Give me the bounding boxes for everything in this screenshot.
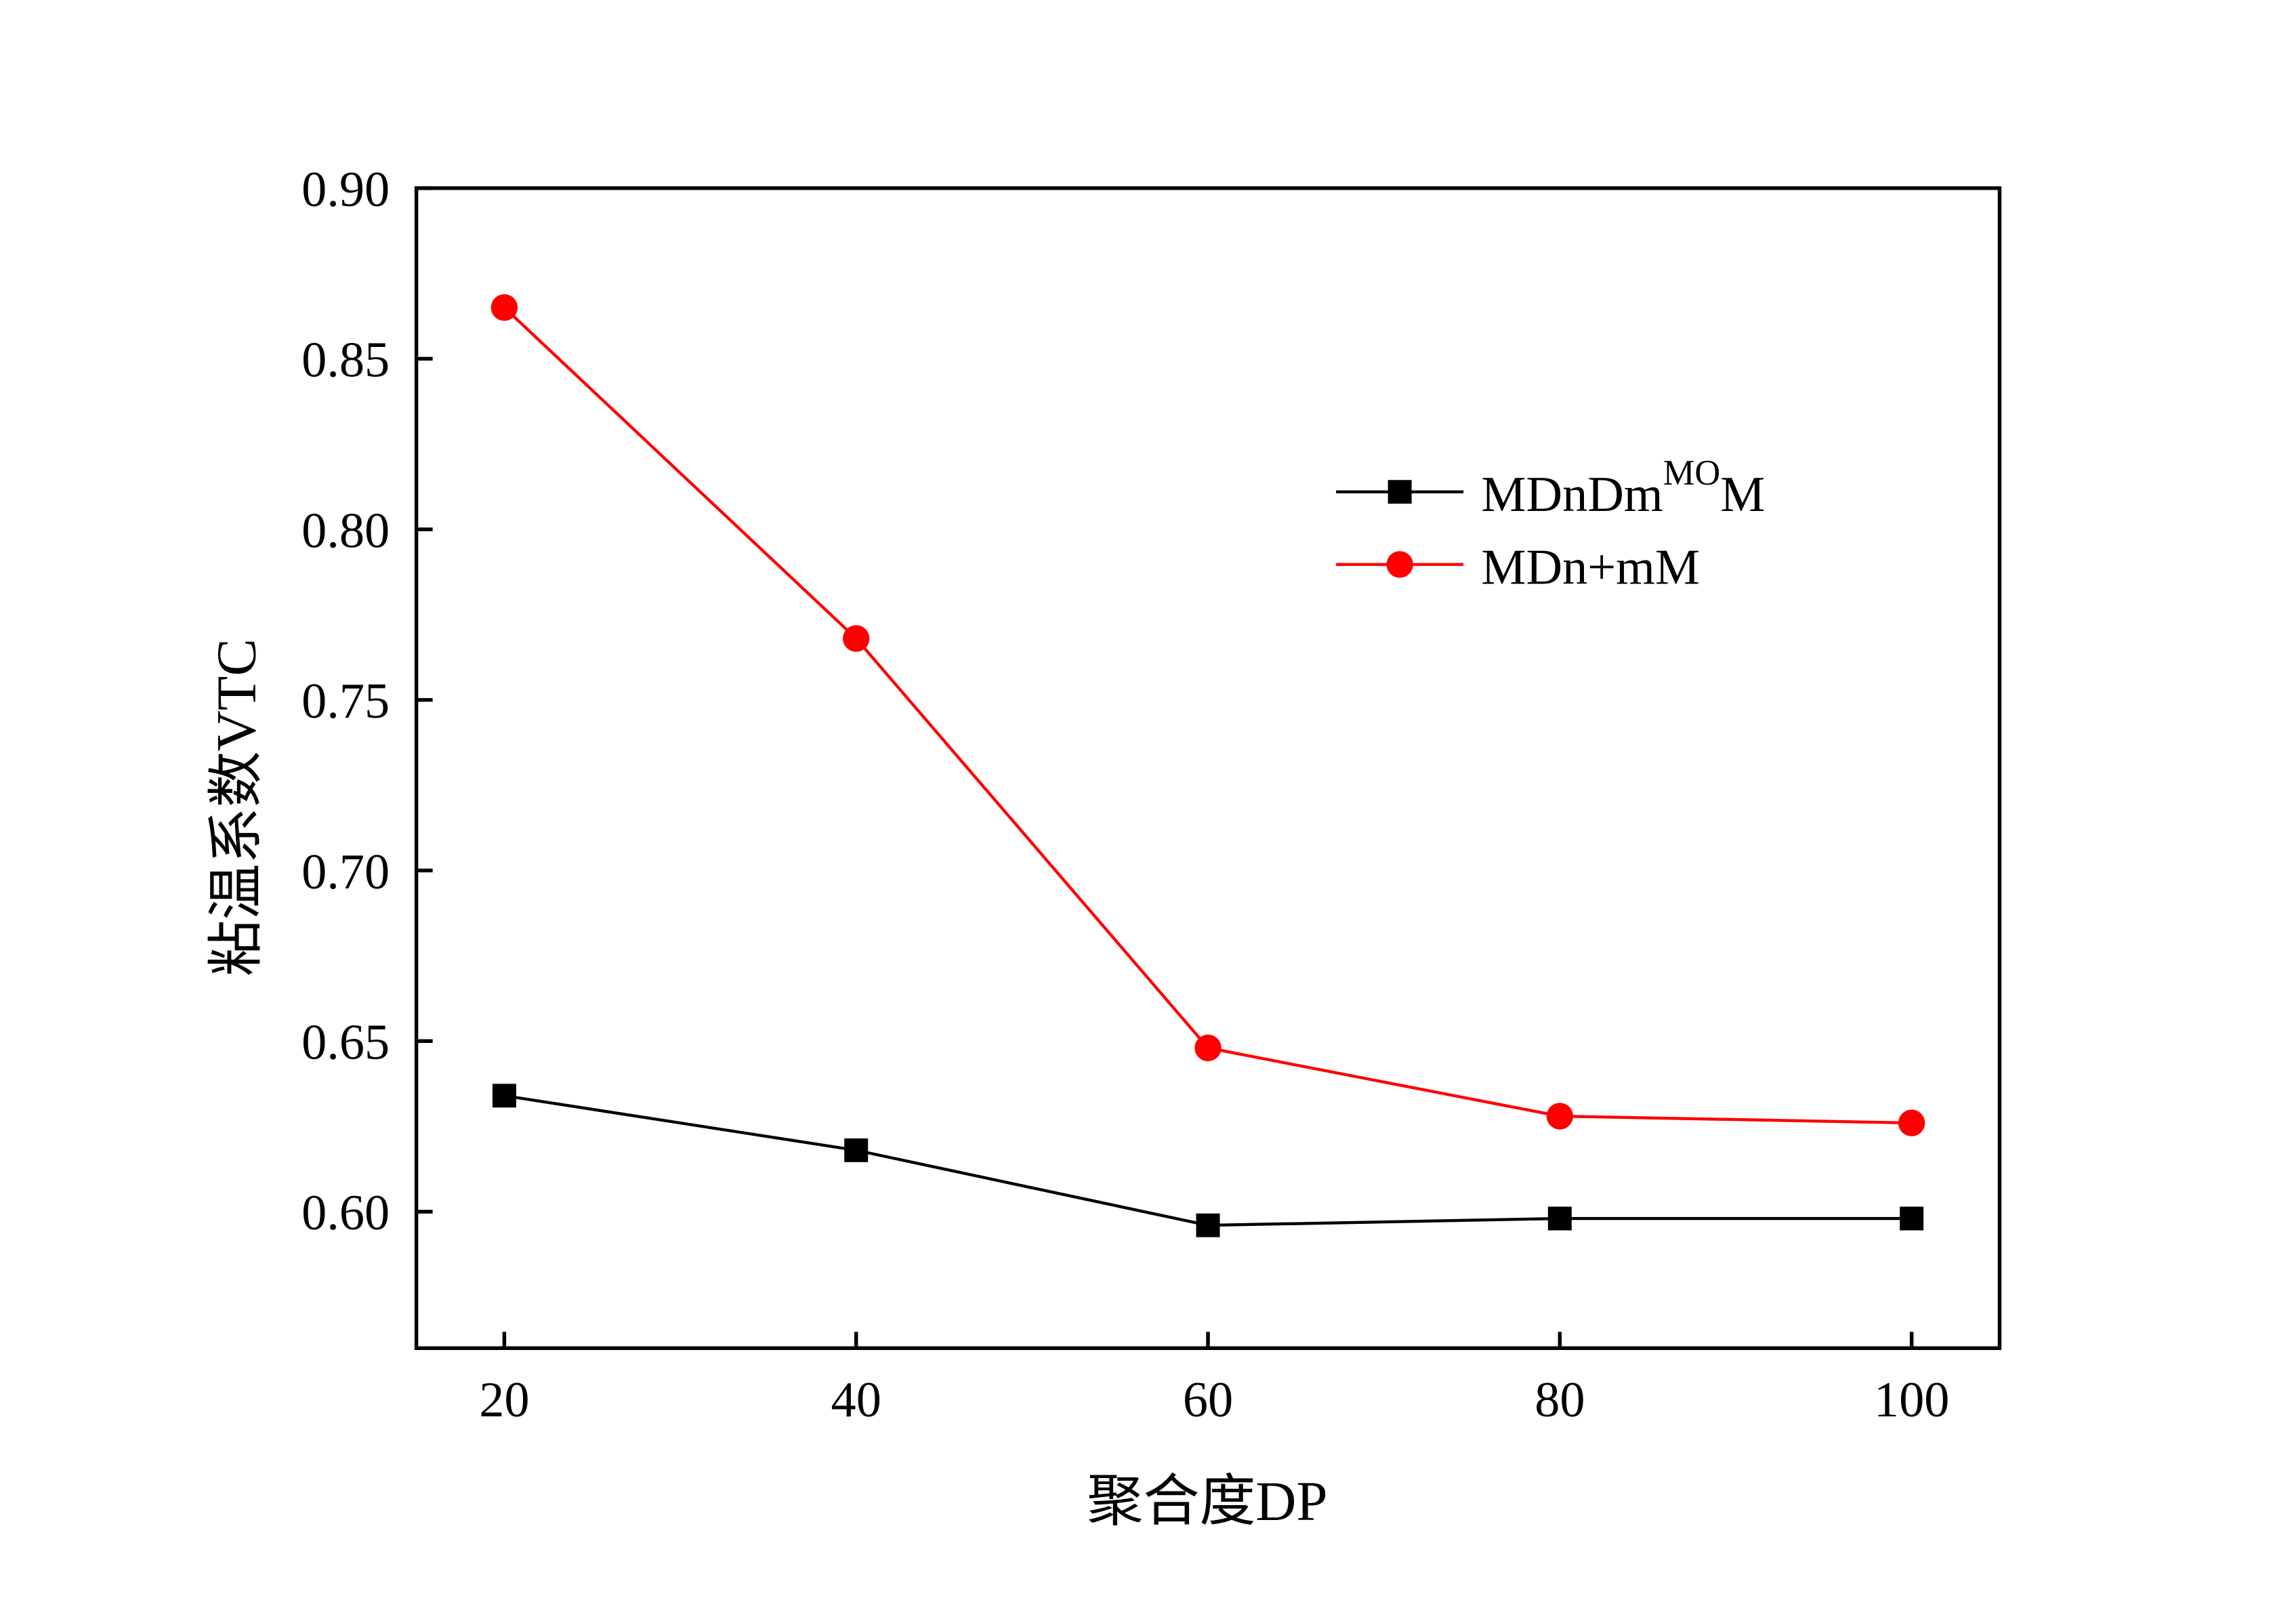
x-tick-label: 40 [831, 1372, 881, 1428]
data-point-series-1 [844, 1138, 869, 1162]
y-axis-label: 粘温系数VTC [205, 638, 267, 976]
x-tick-label: 20 [479, 1372, 529, 1428]
data-point-series-1 [1547, 1206, 1572, 1231]
y-tick-label: 0.80 [301, 503, 390, 558]
plot-frame [414, 186, 2002, 1351]
data-point-series-2 [1546, 1103, 1574, 1130]
legend-marker-series-2 [1386, 551, 1413, 578]
legend-label-series-1: MDnDmMOM [1481, 453, 1765, 522]
y-tick-label: 0.75 [301, 674, 390, 729]
y-tick-label: 0.70 [301, 844, 390, 900]
legend-marker-series-1 [1387, 480, 1412, 504]
x-tick-label: 60 [1183, 1372, 1233, 1428]
data-point-series-2 [490, 294, 518, 321]
x-axis-label: 聚合度DP [1087, 1470, 1327, 1532]
data-point-series-1 [1196, 1213, 1220, 1237]
data-point-series-2 [843, 625, 870, 652]
x-tick-label: 100 [1874, 1372, 1949, 1428]
legend: MDnDmMOM MDn+mM [1336, 453, 1765, 595]
data-point-series-2 [1194, 1034, 1222, 1062]
series-line-2 [503, 306, 1912, 1125]
data-point-series-1 [1900, 1206, 1924, 1231]
data-point-series-2 [1898, 1109, 1925, 1136]
series-line-1 [504, 1094, 1912, 1227]
y-tick-label: 0.60 [301, 1185, 390, 1241]
y-tick-label: 0.85 [301, 333, 390, 388]
legend-label-series-2: MDn+mM [1481, 539, 1700, 595]
x-tick-label: 80 [1535, 1372, 1585, 1428]
data-point-series-1 [492, 1084, 516, 1108]
y-tick-label: 0.90 [301, 162, 390, 218]
y-tick-label: 0.65 [301, 1014, 390, 1070]
